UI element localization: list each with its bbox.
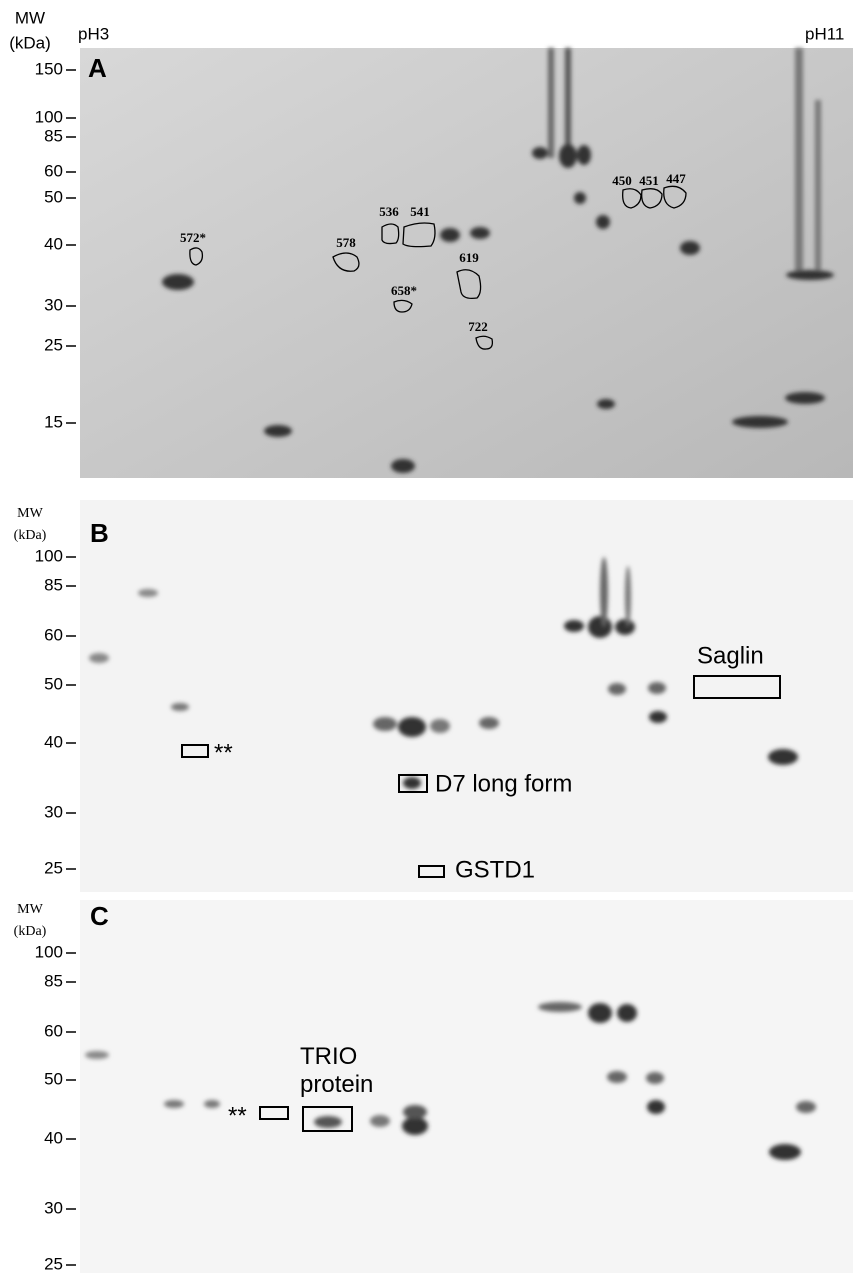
ph-right: pH11 [805,24,844,43]
mw-tick-label: 100 [35,942,63,961]
mw-label: MW [17,506,43,521]
mw-tick-label: 100 [35,546,63,565]
annotation: GSTD1 [455,856,535,883]
annotation: ** [228,1102,247,1129]
spot-label: 536 [379,204,399,219]
spot-label: 572* [180,230,206,245]
annotation: ** [214,739,233,766]
annotation: TRIO protein [300,1043,374,1098]
panel-label: A [88,53,107,83]
mw-tick-label: 25 [44,1254,63,1273]
mw-tick-label: 30 [44,295,63,314]
mw-tick-label: 25 [44,858,63,877]
mw-tick-label: 85 [44,971,63,990]
mw-tick-label: 85 [44,126,63,145]
spot-label: 450 [612,173,632,188]
panel-label: B [90,518,109,548]
mw-tick-label: 40 [44,234,63,253]
mw-tick-label: 60 [44,625,63,644]
mw-tick-label: 100 [35,107,63,126]
mw-tick-label: 50 [44,674,63,693]
spot-label: 722 [468,319,488,334]
annotation-boxes [181,675,781,1132]
ph-left: pH3 [78,24,109,43]
spot-label: 447 [666,171,686,186]
mw-tick-label: 50 [44,1069,63,1088]
gel-c [80,900,853,1273]
gel-a [80,48,853,478]
gel-spots [85,48,834,1160]
mw-tick-label: 60 [44,161,63,180]
annotation: Saglin [697,642,764,669]
unit-label: (kDa) [9,33,51,52]
mw-tick-label: 40 [44,1128,63,1147]
mw-tick-label: 60 [44,1021,63,1040]
mw-tick-label: 30 [44,1198,63,1217]
mw-tick-label: 40 [44,732,63,751]
mw-label: MW [15,8,45,27]
mw-tick-label: 30 [44,802,63,821]
gel-b [80,500,853,892]
mw-tick-label: 25 [44,335,63,354]
spot-label: 619 [459,250,479,265]
unit-label: (kDa) [14,924,47,939]
spot-label: 451 [639,173,659,188]
annotation: D7 long form [435,770,572,797]
spot-outlines [189,185,687,350]
spot-label: 541 [410,204,430,219]
panel-label: C [90,901,109,931]
mw-label: MW [17,902,43,917]
mw-tick-label: 150 [35,59,63,78]
mw-tick-label: 85 [44,575,63,594]
unit-label: (kDa) [14,528,47,543]
mw-tick-label: 15 [44,412,63,431]
spot-label: 658* [391,283,417,298]
spot-label: 578 [336,235,356,250]
mw-tick-label: 50 [44,187,63,206]
